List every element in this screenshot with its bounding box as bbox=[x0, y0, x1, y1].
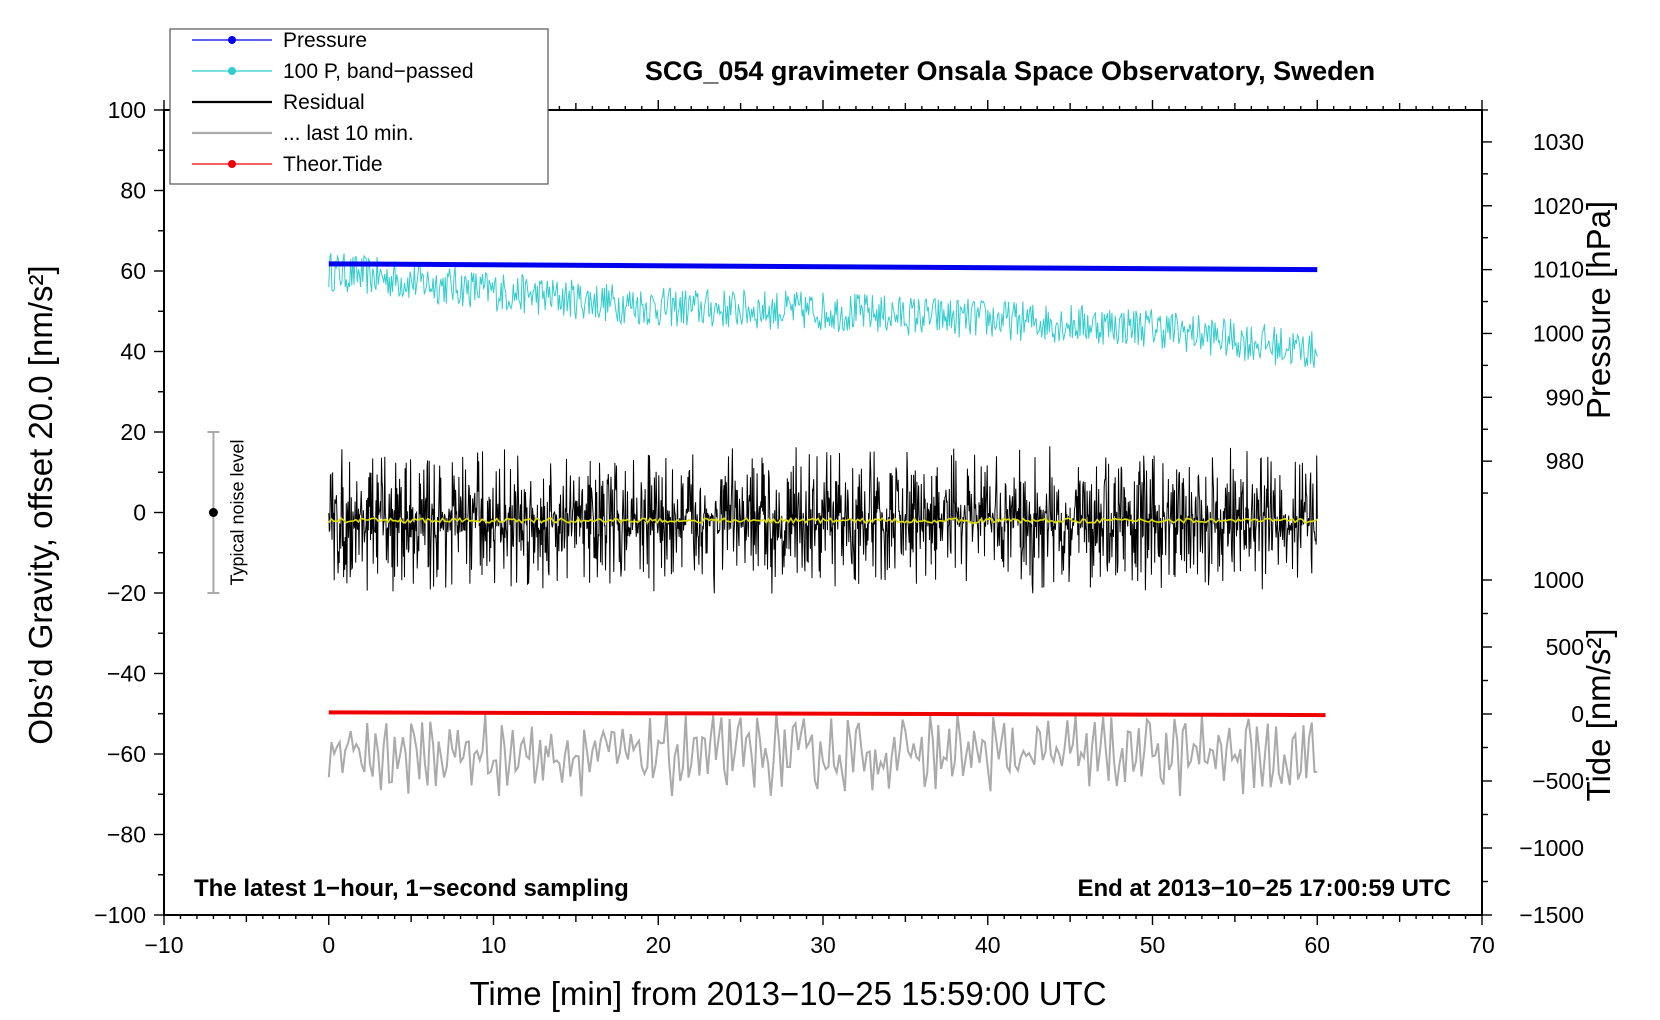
y-tick-label: 20 bbox=[120, 419, 146, 445]
legend-entry: Residual bbox=[192, 91, 365, 114]
tide-axis-title: Tide [nm/s²] bbox=[1580, 629, 1617, 802]
y-tick-label: −80 bbox=[107, 822, 146, 848]
chart-title: SCG_054 gravimeter Onsala Space Observat… bbox=[645, 56, 1375, 86]
pressure-tick-label: 1010 bbox=[1533, 257, 1584, 283]
legend-swatch-marker bbox=[228, 36, 236, 44]
x-tick-label: 50 bbox=[1140, 932, 1166, 958]
x-tick-label: 10 bbox=[481, 932, 507, 958]
y-tick-label: −20 bbox=[107, 580, 146, 606]
last-10-min-line bbox=[327, 711, 1318, 797]
legend-box bbox=[169, 28, 549, 185]
y-tick-label: 0 bbox=[133, 500, 146, 526]
pressure-line bbox=[328, 261, 1318, 273]
tide-tick-label: 500 bbox=[1546, 634, 1584, 660]
end-time-note: End at 2013−10−25 17:00:59 UTC bbox=[1077, 875, 1451, 902]
y-tick-label: 100 bbox=[108, 97, 146, 123]
pressure-tick-label: 980 bbox=[1546, 448, 1584, 474]
tide-tick-label: −1000 bbox=[1519, 835, 1584, 861]
theoretical-tide-line bbox=[328, 710, 1326, 718]
tide-tick-label: 1000 bbox=[1533, 567, 1584, 593]
x-tick-label: 60 bbox=[1304, 932, 1330, 958]
legend-label: Theor.Tide bbox=[283, 153, 383, 176]
legend-label: ... last 10 min. bbox=[283, 122, 414, 145]
series-layer bbox=[327, 253, 1326, 797]
pressure-axis-title: Pressure [hPa] bbox=[1580, 201, 1617, 419]
legend-entry: Pressure bbox=[192, 29, 367, 52]
x-tick-label: 20 bbox=[645, 932, 671, 958]
y-tick-label: 40 bbox=[120, 339, 146, 365]
x-axis-title: Time [min] from 2013−10−25 15:59:00 UTC bbox=[469, 975, 1106, 1012]
tide-tick-label: −1500 bbox=[1519, 902, 1584, 928]
y-axis-title-left: Obs’d Gravity, offset 20.0 [nm/s²] bbox=[22, 265, 59, 744]
sampling-note: The latest 1−hour, 1−second sampling bbox=[194, 875, 629, 902]
pressure-tick-label: 990 bbox=[1546, 384, 1584, 410]
tide-tick-label: −500 bbox=[1532, 768, 1584, 794]
pressure-tick-label: 1020 bbox=[1533, 193, 1584, 219]
bandpassed-pressure-line bbox=[328, 253, 1318, 368]
y-tick-label: −40 bbox=[107, 661, 146, 687]
legend-entry: ... last 10 min. bbox=[192, 122, 414, 145]
legend-label: 100 P, band−passed bbox=[283, 60, 474, 83]
x-tick-label: 70 bbox=[1469, 932, 1495, 958]
legend-entry: Theor.Tide bbox=[192, 153, 383, 176]
tick-labels: −10 0 10 20 30 40 50 60 70100806040200−20−40−60−… bbox=[94, 97, 1584, 958]
legend-swatch-marker bbox=[228, 160, 236, 168]
legend-entry: 100 P, band−passed bbox=[192, 60, 474, 83]
pressure-tick-label: 1030 bbox=[1533, 129, 1584, 155]
y-tick-label: −100 bbox=[94, 902, 146, 928]
legend-label: Residual bbox=[283, 91, 365, 114]
residual-line bbox=[328, 446, 1318, 594]
noise-bar-center-dot bbox=[208, 508, 218, 517]
y-tick-label: −60 bbox=[107, 741, 146, 767]
y-tick-label: 80 bbox=[120, 178, 146, 204]
x-tick-label: 0 bbox=[322, 932, 335, 958]
noise-indicator: Typical noise level bbox=[207, 431, 247, 594]
x-tick-label: 40 bbox=[975, 932, 1001, 958]
legend-swatch-marker bbox=[228, 67, 236, 75]
y-tick-label: 60 bbox=[120, 258, 146, 284]
pressure-tick-label: 1000 bbox=[1533, 320, 1584, 346]
residual-smoothed-line bbox=[328, 516, 1318, 525]
legend: Pressure 100 P, band−passed Residual ... la… bbox=[169, 28, 549, 185]
tide-tick-label: 0 bbox=[1571, 701, 1584, 727]
legend-label: Pressure bbox=[283, 29, 367, 52]
x-tick-label: 30 bbox=[810, 932, 836, 958]
noise-bar-label: Typical noise level bbox=[227, 439, 247, 585]
x-tick-label: −10 bbox=[144, 932, 183, 958]
